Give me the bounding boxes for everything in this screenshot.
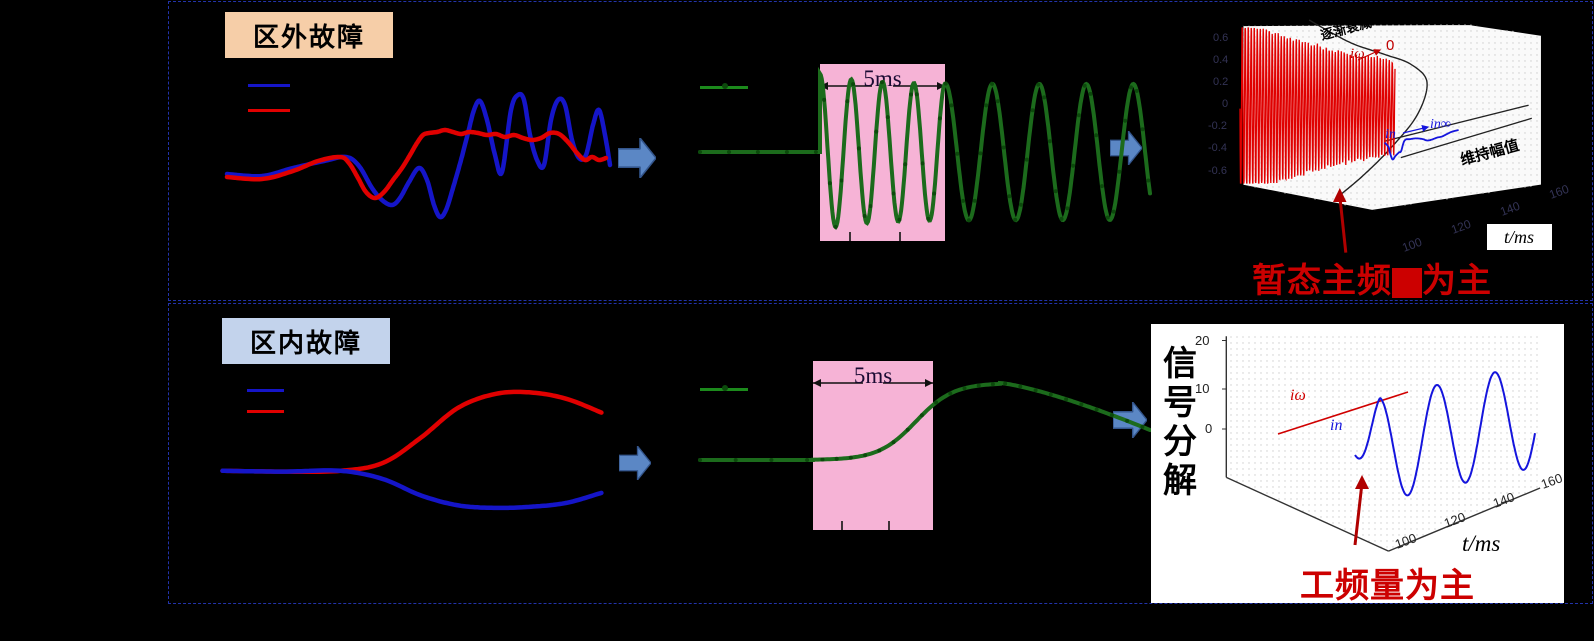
svg-text:0: 0 — [1205, 421, 1212, 436]
svg-text:t/ms: t/ms — [1462, 531, 1500, 556]
svg-text:iω: iω — [1290, 387, 1306, 404]
svg-text:160: 160 — [1539, 470, 1565, 492]
svg-text:in: in — [1330, 417, 1342, 434]
